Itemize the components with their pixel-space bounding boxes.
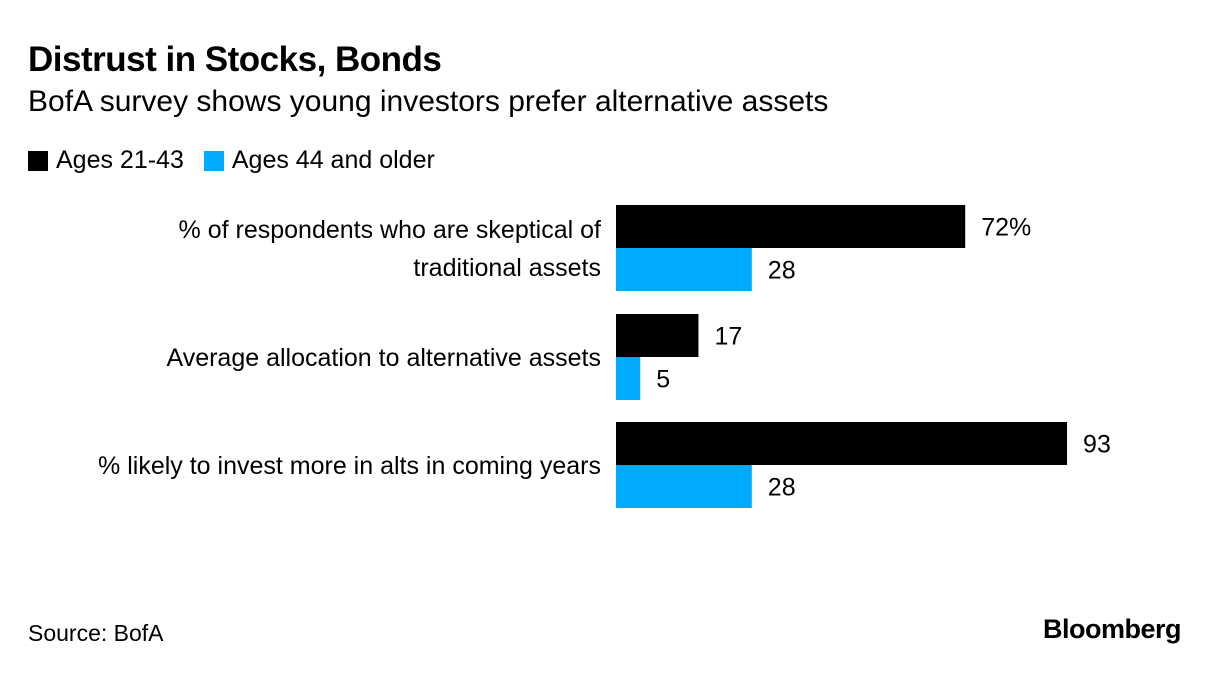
data-label: 17 [714, 323, 742, 351]
bar-group: % likely to invest more in alts in comin… [98, 422, 1111, 508]
legend-swatch-ages-44-and-older [203, 150, 224, 171]
data-label: 5 [656, 366, 670, 394]
data-label: 28 [768, 474, 796, 502]
source-note: Source: BofA [28, 620, 164, 646]
bar-ages-21-43 [616, 205, 966, 248]
chart-subtitle: BofA survey shows young investors prefer… [28, 85, 829, 118]
bar-ages-44-and-older [616, 248, 752, 291]
data-label: 93 [1083, 431, 1111, 459]
legend-label-ages-21-43: Ages 21-43 [56, 146, 184, 174]
bar-ages-21-43 [616, 314, 699, 357]
bar-ages-44-and-older [616, 357, 641, 400]
chart-title: Distrust in Stocks, Bonds [28, 40, 442, 79]
bar-ages-21-43 [616, 422, 1068, 465]
category-label: % of respondents who are skeptical of [179, 216, 602, 244]
category-label: % likely to invest more in alts in comin… [98, 452, 601, 480]
legend-label-ages-44-and-older: Ages 44 and older [231, 146, 435, 174]
category-label: traditional assets [413, 254, 601, 282]
category-label: Average allocation to alternative assets [166, 344, 601, 372]
bar-ages-44-and-older [616, 465, 752, 508]
legend-item-ages-21-43: Ages 21-43 [28, 146, 184, 175]
bloomberg-logo: Bloomberg [1042, 614, 1182, 644]
bar-group: Average allocation to alternative assets… [166, 314, 742, 400]
bar-group: % of respondents who are skeptical of tra… [179, 205, 1031, 291]
legend: Ages 21-43 Ages 44 and older [28, 146, 455, 175]
legend-swatch-ages-21-43 [28, 150, 48, 171]
bar-chart: % of respondents who are skeptical of tra… [98, 205, 1111, 508]
legend-item-ages-44-and-older: Ages 44 and older [203, 146, 435, 175]
data-label: 72% [981, 214, 1031, 242]
data-label: 28 [768, 257, 796, 285]
